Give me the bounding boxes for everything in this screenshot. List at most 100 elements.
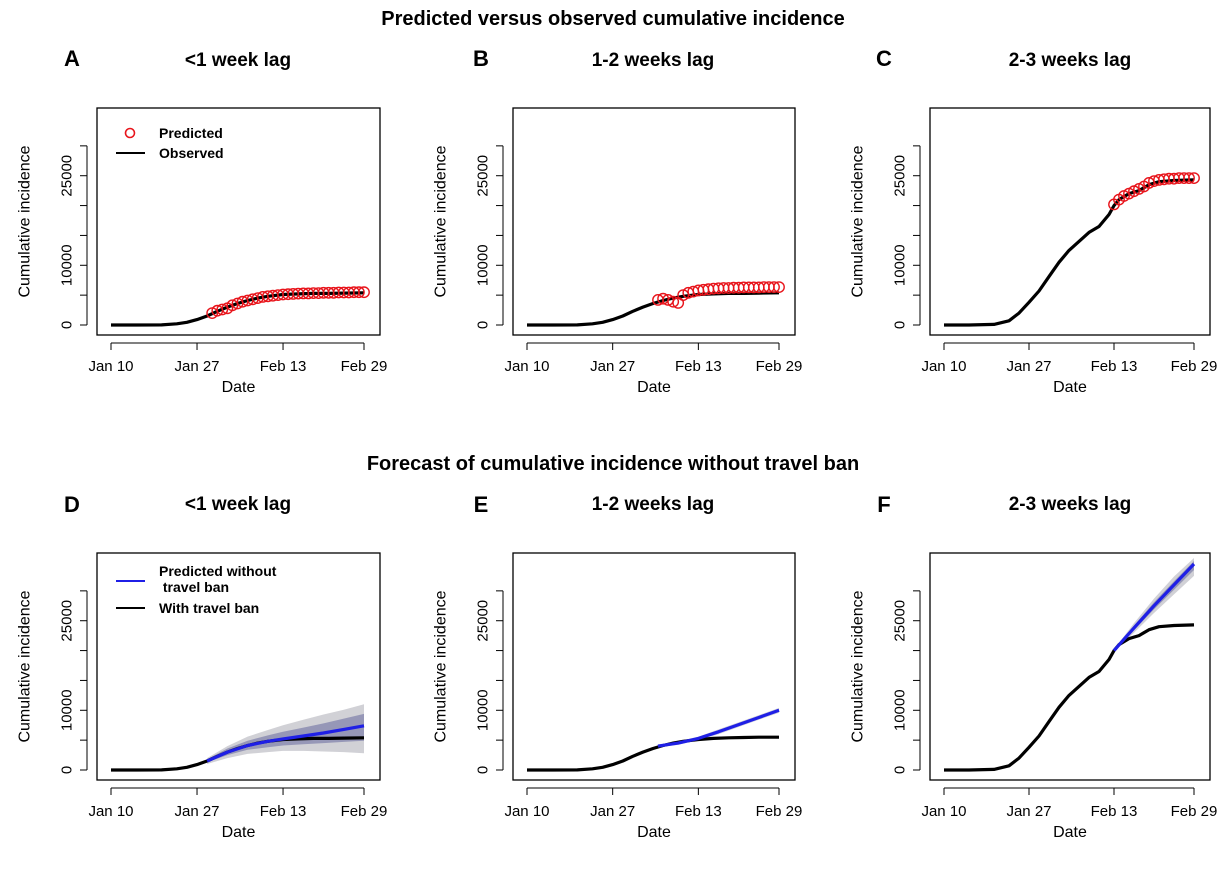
panel-letter: D [64,492,80,517]
x-tick-label: Feb 13 [1091,358,1138,375]
predicted-point [667,295,680,308]
x-tick-label: Feb 29 [341,803,388,820]
y-tick-label: 25000 [475,600,492,642]
x-tick-label: Jan 27 [590,358,635,375]
predicted-point [358,286,370,299]
x-tick-label: Jan 10 [504,358,549,375]
predicted-point [773,281,785,293]
bottom-section-title: Forecast of cumulative incidence without… [366,453,860,475]
x-tick-label: Feb 13 [675,803,722,820]
legend: Predicted Observed [116,125,224,161]
y-axis-label: Cumulative incidence [850,590,867,742]
y-tick-label: 0 [475,766,492,774]
y-tick-label: 25000 [892,600,909,642]
x-axis-label: Date [637,824,671,841]
y-tick-label: 0 [59,321,76,329]
plot-frame [929,107,1211,336]
panel-title: 2-3 weeks lag [1009,494,1132,515]
x-axis-label: Date [222,824,256,841]
y-tick-label: 25000 [892,155,909,197]
y-tick-label: 10000 [892,689,909,731]
y-tick-label: 0 [475,321,492,329]
panel-title: 1-2 weeks lag [592,50,715,71]
x-tick-label: Jan 10 [921,803,966,820]
y-axis-label: Cumulative incidence [17,145,34,297]
plot-frame [96,107,381,336]
x-axis-label: Date [1053,379,1087,396]
x-tick-label: Feb 13 [260,358,307,375]
x-tick-label: Feb 29 [1171,358,1218,375]
predicted-point [768,281,780,293]
panel-d: D <1 week lag 0 10000 25000 Cumulative incide… [17,492,388,841]
x-tick-label: Jan 10 [504,803,549,820]
panel-letter: E [474,492,489,517]
x-tick-label: Jan 10 [921,358,966,375]
panel-f: F 2-3 weeks lag 0 10000 25000 Cumulative inci… [850,492,1218,841]
panel-title: <1 week lag [185,50,291,71]
x-tick-label: Jan 27 [590,803,635,820]
legend: Predicted without travel ban With travel … [116,563,277,616]
panel-b: B 1-2 weeks lag 0 10000 25000 Cumulative inci… [433,46,803,396]
x-tick-label: Feb 13 [675,358,722,375]
legend-observed-label: Observed [159,145,224,161]
plot-frame [929,552,1211,781]
x-tick-label: Jan 27 [174,803,219,820]
predicted-point [226,299,239,312]
x-tick-label: Feb 13 [260,803,307,820]
predicted-point [352,286,365,299]
predicted-point [216,303,229,316]
y-tick-label: 10000 [475,689,492,731]
x-axis-label: Date [637,379,671,396]
y-tick-label: 10000 [475,244,492,286]
y-tick-label: 0 [892,766,909,774]
panel-letter: B [473,46,489,71]
plot-frame [512,107,796,336]
observed-series-line [944,623,1195,772]
y-tick-label: 25000 [59,600,76,642]
y-tick-label: 25000 [475,155,492,197]
panel-title: 1-2 weeks lag [592,494,715,515]
y-tick-label: 10000 [59,689,76,731]
y-axis-label: Cumulative incidence [850,145,867,297]
x-tick-label: Jan 27 [1006,803,1051,820]
panel-c: C 2-3 weeks lag 0 10000 25000 Cumulative inci… [850,46,1218,396]
x-tick-label: Jan 27 [1006,358,1051,375]
panel-title: 2-3 weeks lag [1009,50,1132,71]
x-tick-label: Jan 10 [88,358,133,375]
legend-observed-label: With travel ban [159,600,259,616]
y-tick-label: 0 [892,321,909,329]
observed-series-line [527,735,779,772]
x-tick-label: Feb 29 [756,358,803,375]
x-tick-label: Feb 29 [341,358,388,375]
x-tick-label: Feb 29 [1171,803,1218,820]
y-tick-label: 10000 [59,244,76,286]
x-axis-label: Date [222,379,256,396]
y-axis-label: Cumulative incidence [17,590,34,742]
panel-letter: A [64,46,80,71]
top-section-title: Predicted versus observed cumulative inc… [381,8,845,30]
panel-a: A <1 week lag 0 10000 25000 Cumulative incide… [17,46,388,396]
legend-predicted-marker [124,127,136,139]
y-axis-label: Cumulative incidence [433,145,450,297]
observed-series-line [944,178,1195,327]
x-axis-label: Date [1053,824,1087,841]
x-tick-label: Feb 29 [756,803,803,820]
forecast-series-line [657,708,780,748]
panel-e: E 1-2 weeks lag 0 10000 25000 Cumulative inci… [433,492,803,841]
plot-frame [512,552,796,781]
predicted-point [1188,172,1200,185]
legend-forecast-label: Predicted without travel ban [159,563,277,595]
panel-title: <1 week lag [185,494,291,515]
forecast-series-line [206,724,365,763]
plot-frame [96,552,381,781]
y-tick-label: 25000 [59,155,76,197]
y-tick-label: 0 [59,766,76,774]
panel-letter: C [876,46,892,71]
y-axis-label: Cumulative incidence [433,590,450,742]
y-tick-label: 10000 [892,244,909,286]
predicted-point [1183,172,1195,185]
x-tick-label: Jan 10 [88,803,133,820]
x-tick-label: Feb 13 [1091,803,1138,820]
legend-predicted-label: Predicted [159,125,223,141]
